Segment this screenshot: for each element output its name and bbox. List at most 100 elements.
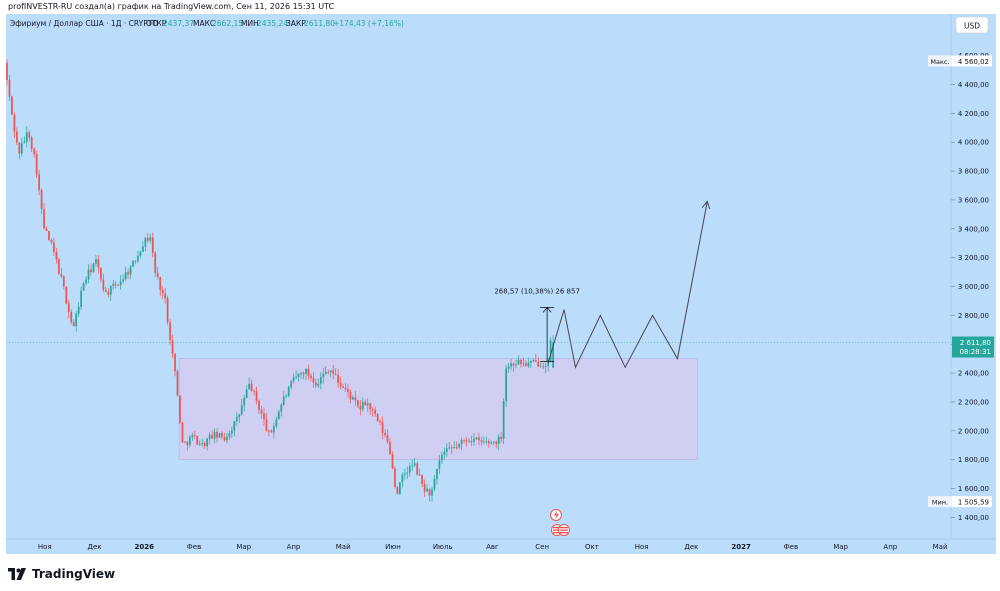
candle-body bbox=[401, 474, 404, 483]
candle-body bbox=[539, 366, 542, 368]
candle-body bbox=[458, 443, 461, 448]
event-icons[interactable] bbox=[550, 509, 570, 536]
price-tick-label: 3 600,00 bbox=[958, 196, 989, 204]
candle-body bbox=[421, 474, 423, 485]
candle-body bbox=[174, 353, 176, 372]
candle-body bbox=[465, 440, 468, 442]
candle-body bbox=[431, 489, 433, 496]
price-tick-label: 2 200,00 bbox=[958, 398, 989, 406]
candle-body bbox=[512, 363, 515, 366]
candle-body bbox=[391, 454, 394, 469]
candle-body bbox=[213, 431, 216, 439]
candle-body bbox=[72, 322, 75, 327]
candle-body bbox=[366, 403, 369, 406]
candle-body bbox=[45, 228, 48, 232]
candle-body bbox=[344, 387, 347, 390]
candle-body bbox=[218, 433, 221, 438]
range-zone-rect[interactable] bbox=[178, 358, 698, 460]
candle-body bbox=[85, 279, 87, 284]
price-range-measure[interactable]: 268,57 (10,38%) 26 857 bbox=[494, 287, 580, 362]
candle-body bbox=[164, 293, 167, 299]
candle-body bbox=[58, 259, 60, 275]
candle-body bbox=[495, 441, 498, 444]
candle-body bbox=[243, 397, 246, 406]
candle-body bbox=[272, 426, 275, 433]
min-marker-value-box bbox=[952, 496, 992, 508]
candle-body bbox=[453, 447, 456, 449]
candle-body bbox=[324, 371, 327, 374]
candle-body bbox=[307, 368, 310, 376]
us-flag-icon[interactable] bbox=[558, 524, 570, 536]
candle-body bbox=[119, 281, 122, 286]
candle-body bbox=[154, 252, 157, 273]
candle-body bbox=[260, 409, 263, 414]
candle-body bbox=[408, 466, 411, 473]
candle-body bbox=[176, 371, 179, 396]
candle-body bbox=[25, 132, 28, 142]
candle-body bbox=[28, 132, 31, 138]
chart-caption: profINVESTR-RU создал(а) график на Tradi… bbox=[8, 2, 335, 11]
candle-body bbox=[70, 311, 73, 323]
candle-body bbox=[18, 142, 21, 154]
time-tick-label: Фев bbox=[187, 543, 201, 551]
candle-body bbox=[483, 441, 485, 443]
projection-line[interactable] bbox=[547, 201, 708, 369]
time-tick-label: Ноя bbox=[635, 543, 649, 551]
candle-body bbox=[352, 397, 354, 400]
candle-body bbox=[223, 437, 226, 441]
candle-body bbox=[290, 381, 293, 387]
time-tick-label: Мар bbox=[236, 543, 251, 551]
lightning-icon[interactable] bbox=[550, 509, 562, 521]
axis-markers: Макс. 4 560,02 Мин. 1 505,59 2 611,8008:28:3… bbox=[6, 55, 994, 508]
price-tick-label: 1 800,00 bbox=[958, 456, 989, 464]
candle-body bbox=[534, 360, 537, 362]
candle-body bbox=[255, 391, 258, 401]
candle-body bbox=[13, 114, 16, 132]
price-tick-label: 3 400,00 bbox=[958, 225, 989, 233]
candle-body bbox=[300, 372, 302, 374]
candle-body bbox=[473, 439, 475, 442]
candle-body bbox=[132, 260, 134, 267]
currency-button-label[interactable]: USD bbox=[964, 22, 980, 31]
candle-body bbox=[544, 366, 547, 367]
candle-body bbox=[416, 463, 419, 475]
candle-body bbox=[542, 366, 545, 368]
current-price-box bbox=[952, 336, 994, 358]
price-tick-label: 4 000,00 bbox=[958, 139, 989, 147]
candle-body bbox=[169, 322, 171, 341]
candle-body bbox=[82, 283, 85, 291]
candle-body bbox=[230, 430, 233, 434]
candle-body bbox=[100, 267, 102, 280]
projection-path[interactable] bbox=[547, 200, 711, 369]
candle-body bbox=[206, 438, 209, 447]
symbol-legend: Эфириум / Доллар США · 1Д · CRYPTO ОТКР … bbox=[10, 19, 404, 28]
candle-body bbox=[253, 390, 255, 392]
candle-body bbox=[208, 435, 211, 439]
candle-body bbox=[403, 473, 406, 475]
currency-button[interactable]: USD bbox=[955, 16, 989, 34]
candle-body bbox=[285, 395, 288, 397]
candle-body bbox=[389, 441, 391, 455]
range-zone[interactable] bbox=[178, 358, 698, 460]
time-tick-label: 2026 bbox=[135, 543, 155, 551]
price-chart[interactable]: Эфириум / Доллар США · 1Д · CRYPTO ОТКР … bbox=[6, 14, 996, 554]
candle-body bbox=[312, 378, 315, 383]
candle-body bbox=[156, 272, 159, 278]
max-marker-value: 4 560,02 bbox=[958, 58, 989, 66]
candle-body bbox=[460, 440, 463, 444]
time-tick-label: Апр bbox=[287, 543, 301, 551]
price-tick-label: 3 200,00 bbox=[958, 254, 989, 262]
candle-body bbox=[166, 298, 169, 323]
candle-body bbox=[450, 447, 453, 449]
ohlc-low-label: МИН bbox=[241, 19, 259, 28]
time-axis[interactable]: Ноя Дек 2026 Фев Мар Апр Май Июн Июль Авг Сен Окт Но… bbox=[38, 543, 948, 551]
candle-body bbox=[235, 417, 238, 422]
brand-footer[interactable]: TradingView bbox=[8, 565, 115, 583]
candle-body bbox=[515, 364, 517, 366]
candle-body bbox=[144, 237, 147, 247]
candle-body bbox=[104, 290, 107, 292]
candle-body bbox=[354, 397, 357, 401]
max-marker-label: Макс. bbox=[930, 58, 949, 66]
candle-body bbox=[67, 303, 70, 312]
candle-body bbox=[423, 484, 426, 492]
